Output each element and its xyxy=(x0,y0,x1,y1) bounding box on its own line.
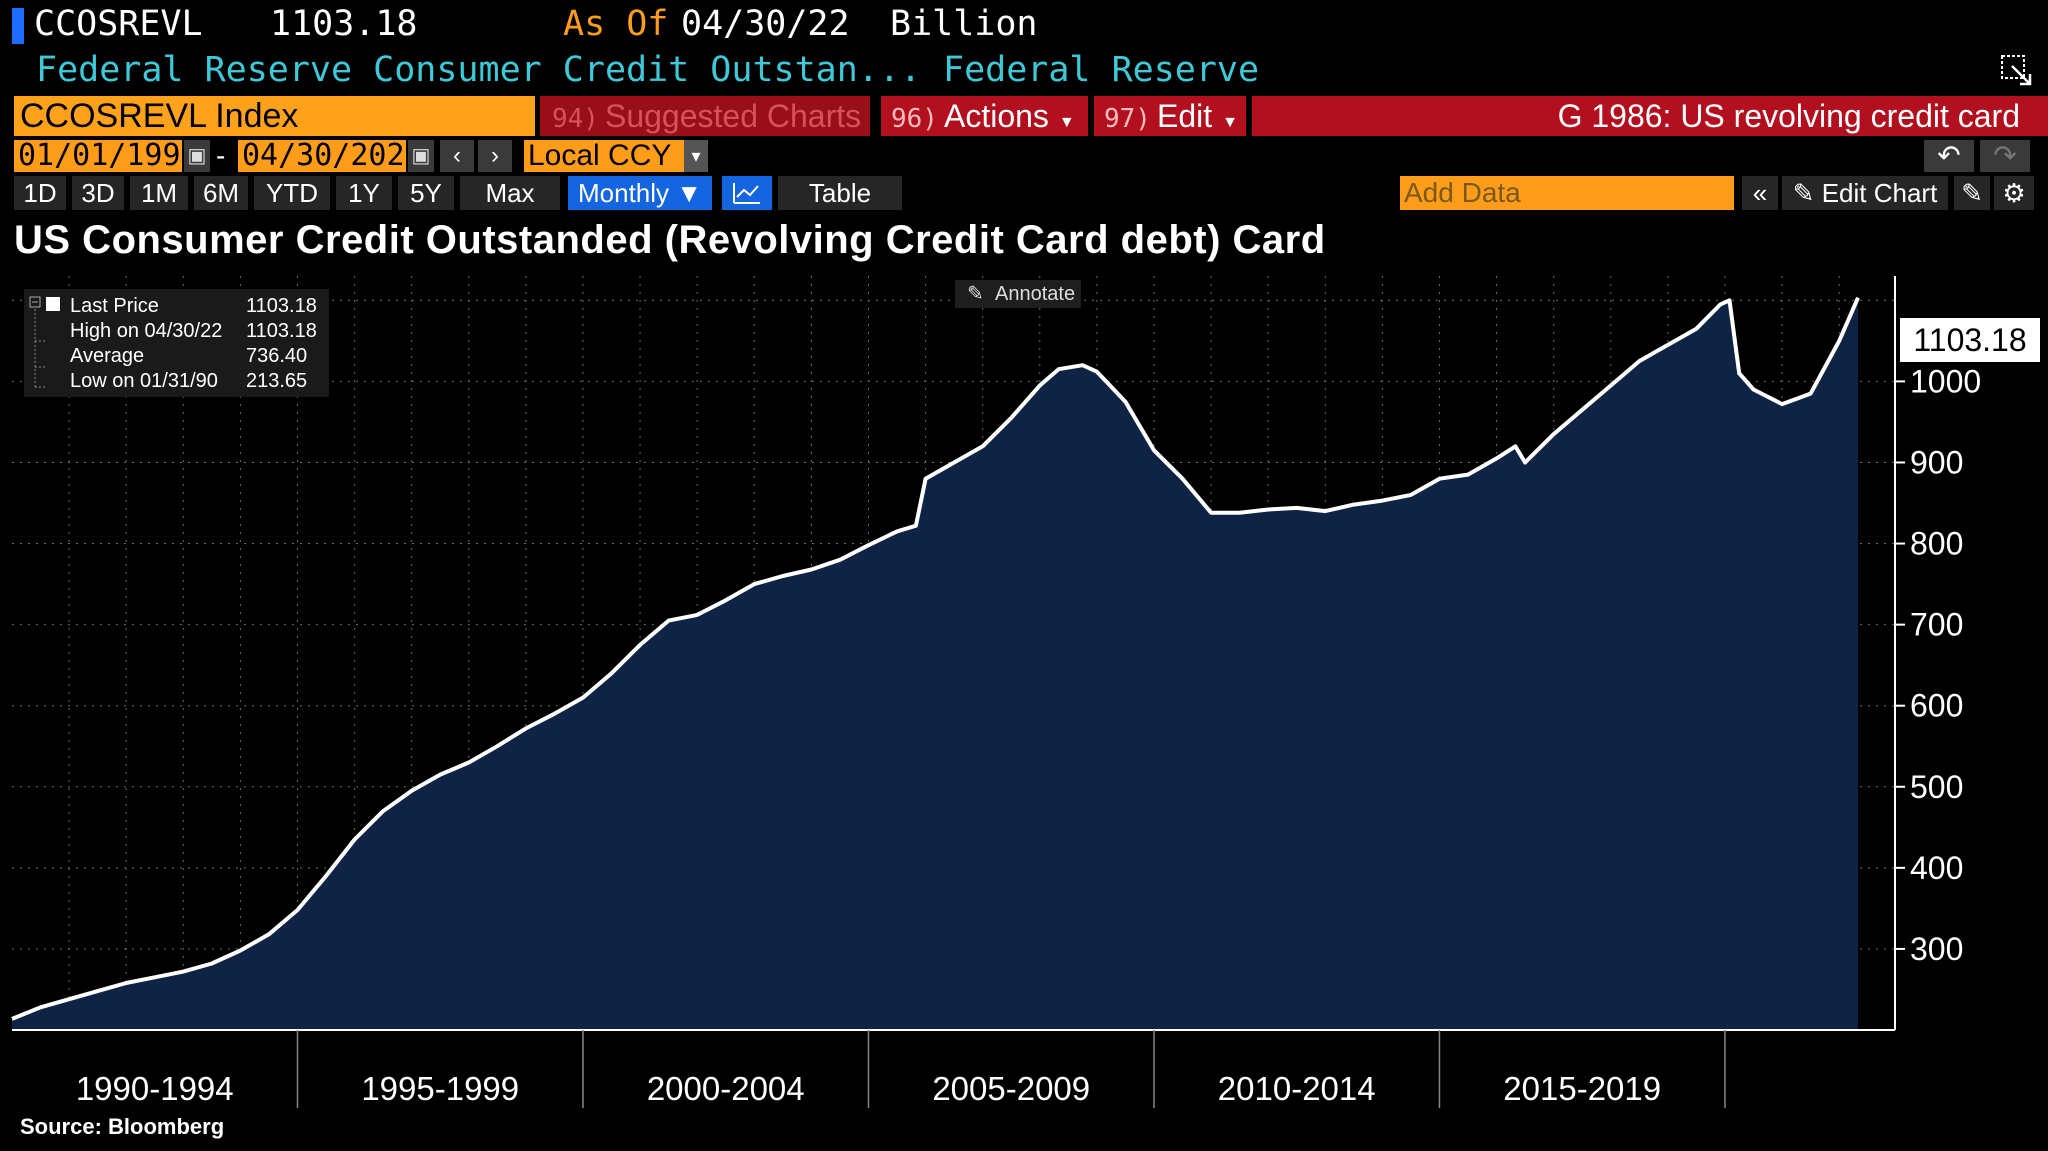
gear-icon[interactable]: ⚙ xyxy=(1994,176,2034,210)
next-period-button[interactable]: › xyxy=(478,140,512,172)
x-tick-label: 2005-2009 xyxy=(932,1070,1090,1107)
chart-title: US Consumer Credit Outstanded (Revolving… xyxy=(14,218,1326,262)
ticker-marker xyxy=(12,8,24,44)
units-label: Billion xyxy=(890,4,1038,44)
suggested-label: Suggested Charts xyxy=(604,98,862,134)
actions-menu[interactable]: 96) Actions ▼ xyxy=(881,96,1088,136)
legend-panel[interactable]: Last Price 1103.18 High on 04/30/22 1103… xyxy=(24,289,329,397)
legend-value: 1103.18 xyxy=(246,320,317,342)
date-separator: - xyxy=(216,140,226,171)
legend-label: Low on 01/31/90 xyxy=(70,370,218,392)
period-button-5y[interactable]: 5Y xyxy=(398,176,454,210)
y-tick-label: 700 xyxy=(1910,607,1963,643)
frequency-label: Monthly xyxy=(577,178,670,208)
chevron-down-icon: ▼ xyxy=(676,178,702,208)
ticker-symbol[interactable]: CCOSREVL xyxy=(34,4,203,44)
x-tick-label: 2015-2019 xyxy=(1503,1070,1661,1107)
legend-value: 736.40 xyxy=(246,345,308,367)
pencil-icon: ✎ xyxy=(1792,178,1815,208)
undo-icon[interactable]: ↶ xyxy=(1924,140,1974,172)
x-tick-label: 2010-2014 xyxy=(1218,1070,1376,1107)
edit-num: 97) xyxy=(1104,104,1151,134)
calendar-icon[interactable]: ▣ xyxy=(184,140,210,172)
x-tick-label: 1995-1999 xyxy=(361,1070,519,1107)
period-button-ytd[interactable]: YTD xyxy=(254,176,330,210)
source-footer: Source: Bloomberg xyxy=(20,1114,225,1139)
legend-tree-icon xyxy=(29,296,46,388)
chevron-down-icon: ▼ xyxy=(1222,114,1238,131)
add-data-input[interactable]: Add Data xyxy=(1400,176,1734,210)
area-fill xyxy=(12,297,1858,1030)
edit-menu[interactable]: 97) Edit ▼ xyxy=(1094,96,1246,136)
actions-num: 96) xyxy=(891,104,938,134)
redo-icon[interactable]: ↷ xyxy=(1980,140,2030,172)
prev-period-button[interactable]: ‹ xyxy=(440,140,474,172)
x-tick-label: 2000-2004 xyxy=(647,1070,805,1107)
last-value-badge: 1103.18 xyxy=(1900,318,2040,362)
legend-label: High on 04/30/22 xyxy=(70,320,223,342)
legend-value: 213.65 xyxy=(246,370,308,392)
security-name: Federal Reserve Consumer Credit Outstan.… xyxy=(36,50,922,90)
y-tick-label: 600 xyxy=(1910,688,1963,724)
y-tick-label: 1000 xyxy=(1910,363,1981,399)
as-of-date: 04/30/22 xyxy=(681,4,850,44)
pencil-icon: ✎ xyxy=(967,283,984,305)
period-button-1m[interactable]: 1M xyxy=(130,176,188,210)
chevron-down-icon[interactable]: ▾ xyxy=(684,140,708,172)
period-button-1d[interactable]: 1D xyxy=(14,176,66,210)
legend-label: Last Price xyxy=(70,295,159,317)
edit-chart-label: Edit Chart xyxy=(1821,178,1938,208)
suggested-charts-button[interactable]: 94) Suggested Charts xyxy=(540,96,870,136)
calendar-icon[interactable]: ▣ xyxy=(408,140,434,172)
period-button-3d[interactable]: 3D xyxy=(72,176,124,210)
legend-label: Average xyxy=(70,345,145,367)
ticker-header: CCOSREVL 1103.18 As Of 04/30/22 Billion xyxy=(0,0,2048,44)
period-button-1y[interactable]: 1Y xyxy=(336,176,392,210)
y-tick-label: 900 xyxy=(1910,444,1963,480)
currency-select[interactable]: Local CCY xyxy=(524,140,684,172)
line-chart-icon[interactable] xyxy=(722,176,772,210)
edit-chart-button[interactable]: ✎ Edit Chart xyxy=(1782,176,1948,210)
annotate-label: Annotate xyxy=(995,283,1076,305)
table-button[interactable]: Table xyxy=(778,176,902,210)
y-tick-label: 400 xyxy=(1910,850,1963,886)
annotate-tool-icon[interactable]: ✎ xyxy=(1954,176,1990,210)
edit-label: Edit xyxy=(1156,98,1213,134)
y-tick-label: 800 xyxy=(1910,526,1963,562)
actions-label: Actions xyxy=(943,98,1049,134)
suggested-num: 94) xyxy=(552,104,599,134)
security-input[interactable]: CCOSREVL Index xyxy=(14,96,535,136)
last-value: 1103.18 xyxy=(270,4,418,44)
collapse-icon[interactable]: « xyxy=(1742,176,1778,210)
y-tick-label: 300 xyxy=(1910,931,1963,967)
x-tick-label: 1990-1994 xyxy=(76,1070,234,1107)
as-of-label: As Of xyxy=(563,4,669,44)
end-date-input[interactable]: 04/30/2022 xyxy=(238,140,423,172)
period-button-6m[interactable]: 6M xyxy=(194,176,248,210)
chevron-down-icon: ▼ xyxy=(1058,114,1075,131)
frequency-select[interactable]: Monthly ▼ xyxy=(568,176,712,210)
legend-value: 1103.18 xyxy=(246,295,317,317)
start-date-input[interactable]: 01/01/1990 xyxy=(14,140,199,172)
y-tick-label: 500 xyxy=(1910,769,1963,805)
legend-swatch xyxy=(46,297,60,311)
function-title: G 1986: US revolving credit card xyxy=(1252,96,2048,136)
period-button-max[interactable]: Max xyxy=(460,176,560,210)
series-line xyxy=(11,296,1860,1021)
popout-icon[interactable] xyxy=(2000,54,2034,88)
source-name: Federal Reserve xyxy=(943,50,1260,90)
annotate-button[interactable]: ✎ Annotate xyxy=(955,280,1081,308)
